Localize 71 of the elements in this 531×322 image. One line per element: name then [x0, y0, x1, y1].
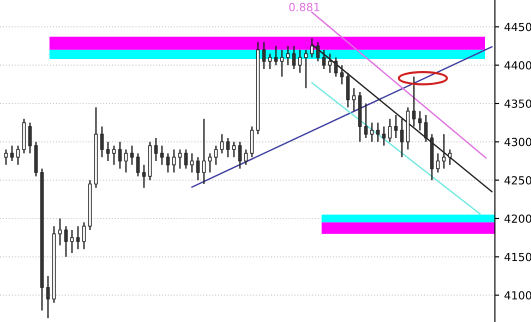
candlestick [214, 144, 218, 166]
candlestick [208, 152, 212, 174]
candlestick [184, 148, 188, 170]
candlestick [4, 148, 8, 166]
candlestick [16, 144, 20, 166]
candlestick [286, 45, 290, 66]
y-tick-label: 4400 [504, 61, 531, 70]
y-tick-label: 4300 [504, 138, 531, 146]
candlestick [268, 52, 272, 70]
candlestick [448, 148, 452, 166]
y-tick-label: 4200 [504, 214, 531, 223]
candlestick [202, 118, 206, 185]
candlestick [118, 141, 122, 170]
y-tick-label: 4100 [504, 291, 531, 300]
y-tick-label: 4350 [504, 99, 531, 108]
candlestick [64, 225, 68, 258]
candlestick [154, 137, 158, 162]
candlestick [352, 87, 356, 112]
candlestick [346, 72, 350, 108]
candlestick [424, 114, 428, 143]
candlestick [340, 64, 344, 86]
candlestick [436, 152, 440, 174]
candlestick [304, 49, 308, 89]
candlestick [262, 41, 266, 70]
candlestick [382, 126, 386, 146]
candlestick [100, 126, 104, 158]
candlestick [136, 152, 140, 178]
candlestick [334, 56, 338, 78]
candlestick [172, 148, 176, 174]
candlestick [418, 110, 422, 132]
candlestick [124, 148, 128, 174]
candlestick [190, 152, 194, 174]
candlestick [226, 137, 230, 158]
candlestick [130, 144, 134, 166]
candlestick [58, 218, 62, 246]
candlestick [232, 141, 236, 158]
candlestick [166, 152, 170, 174]
candlestick [142, 164, 146, 189]
candlestick [106, 141, 110, 162]
candlestick [364, 102, 368, 139]
candlestick [244, 148, 248, 166]
candlestick [112, 144, 116, 166]
candlestick [322, 49, 326, 70]
candlestick [292, 45, 296, 70]
candlestick [238, 141, 242, 170]
y-tick-label: 4250 [504, 176, 531, 185]
candlestick [220, 133, 224, 154]
candlestick [178, 148, 182, 170]
candlestick [442, 133, 446, 170]
candlestick [28, 122, 32, 154]
candlestick [160, 144, 164, 166]
candlestick [46, 275, 50, 319]
candlestick [76, 225, 80, 250]
candlestick [394, 114, 398, 139]
candlestick [370, 122, 374, 143]
candlestick [280, 49, 284, 78]
candlestick [10, 144, 14, 162]
candlestick [196, 156, 200, 181]
candlestick [298, 49, 302, 74]
candlestick [388, 118, 392, 143]
candlestick [328, 52, 332, 74]
candlestick [400, 118, 404, 158]
candlestick [412, 76, 416, 128]
candlestick [274, 45, 278, 66]
candlestick [250, 126, 254, 158]
candlestick [82, 222, 86, 250]
candlestick [70, 229, 74, 254]
annotation: 0.881 [289, 2, 320, 12]
y-tick-label: 4450 [504, 22, 531, 32]
y-tick-label: 4150 [504, 252, 531, 262]
candlestick [376, 122, 380, 143]
